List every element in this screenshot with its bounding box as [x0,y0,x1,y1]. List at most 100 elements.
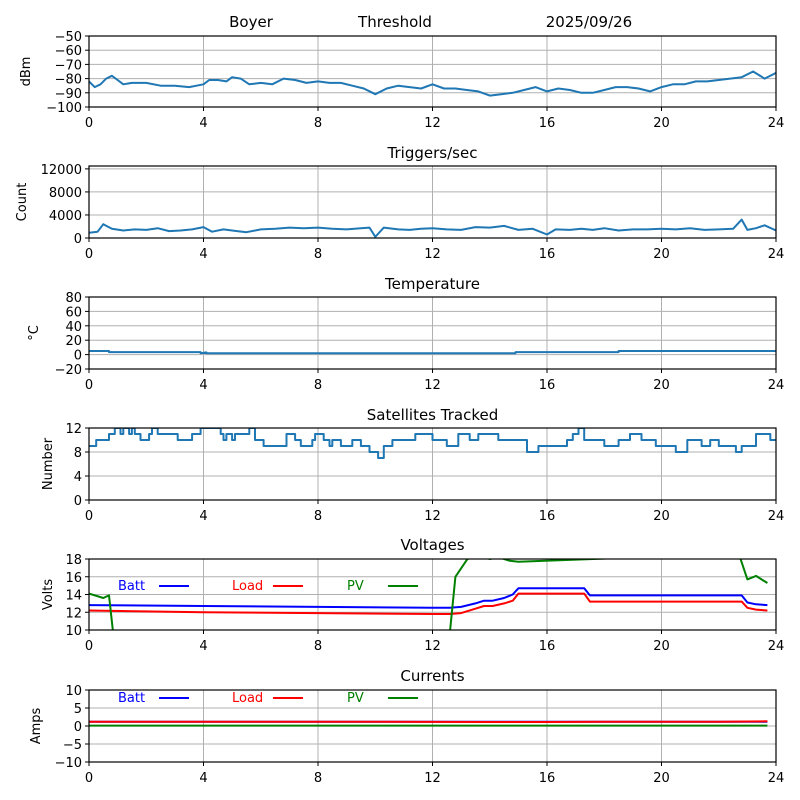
series-line-load [89,592,768,615]
x-tick-label: 0 [85,509,93,524]
y-axis-label: Count [15,183,30,222]
x-tick-label: 4 [199,378,207,393]
panel-voltages: 0 4 8 12 16 20 24 10 12 14 16 18 Volts Voltages Batt Lo… [41,536,784,654]
y-tick-label: 4000 [49,209,82,224]
y-tick-label: 80 [65,291,82,306]
x-tick-label: 24 [768,247,785,262]
x-tick-label: 20 [653,509,670,524]
x-tick-label: 24 [768,116,785,131]
y-axis-label: Amps [29,707,44,744]
x-tick-label: 12 [424,378,441,393]
y-tick-label: 5 [74,702,82,717]
y-tick-label: −90 [55,87,82,102]
y-tick-label: 8 [74,446,82,461]
y-tick-label: 10 [65,624,82,639]
x-tick-label: 4 [199,509,207,524]
y-tick-label: 4 [74,470,82,485]
x-tick-label: 20 [653,639,670,654]
y-tick-label: 12000 [41,163,82,178]
y-axis-label: °C [27,325,42,341]
x-tick-label: 8 [314,771,322,786]
header-mode: Threshold [357,13,432,31]
series-line-batt [89,587,768,609]
x-tick-label: 12 [424,509,441,524]
legend-label-batt: Batt [118,579,145,594]
legend-label-batt: Batt [118,691,145,706]
x-tick-label: 4 [199,771,207,786]
y-tick-label: 40 [65,320,82,335]
y-tick-label: 18 [65,553,82,568]
x-tick-label: 0 [85,639,93,654]
series-line-pv [89,559,768,630]
y-tick-label: −80 [55,73,82,88]
header-date: 2025/09/26 [546,13,632,31]
y-axis-label: Volts [41,579,56,611]
y-tick-label: 12 [65,606,82,621]
x-tick-label: 20 [653,771,670,786]
y-tick-label: 12 [65,422,82,437]
x-tick-label: 8 [314,116,322,131]
y-tick-label: −100 [46,101,82,116]
y-tick-label: 0 [74,720,82,735]
y-tick-label: 14 [65,589,82,604]
x-tick-label: 16 [539,509,556,524]
x-tick-label: 8 [314,639,322,654]
y-tick-label: 20 [65,334,82,349]
x-tick-label: 0 [85,771,93,786]
x-tick-label: 12 [424,771,441,786]
x-tick-label: 12 [424,116,441,131]
y-tick-label: −50 [55,30,82,45]
series-line-satellites [89,428,776,459]
x-tick-label: 12 [424,247,441,262]
x-tick-label: 24 [768,771,785,786]
x-tick-label: 4 [199,639,207,654]
series-line-load [89,720,768,723]
panel-triggers: 0 4 8 12 16 20 24 0 4000 8000 12000 Count Triggers/s… [15,144,784,262]
x-tick-label: 20 [653,247,670,262]
series-line-triggers [89,218,776,238]
panel-currents: 0 4 8 12 16 20 24 −10 −5 0 5 10 Amps Currents Batt Load… [29,667,784,786]
legend-label-load: Load [232,691,263,706]
x-tick-label: 20 [653,378,670,393]
y-tick-label: 8000 [49,186,82,201]
chart-title: Satellites Tracked [367,406,498,424]
y-tick-label: 0 [74,232,82,247]
y-tick-label: −60 [55,44,82,59]
series-line-temperature [89,350,776,355]
x-tick-label: 8 [314,378,322,393]
y-tick-label: 0 [74,494,82,509]
panel-threshold: 0 4 8 12 16 20 24 −100−90−80−70−60−50 dBm [19,30,784,131]
header-station: Boyer [229,13,274,31]
x-tick-label: 16 [539,116,556,131]
y-tick-label: −20 [55,363,82,378]
y-tick-label: −70 [55,58,82,73]
chart-title: Triggers/sec [387,144,478,162]
x-tick-label: 24 [768,509,785,524]
y-tick-label: −5 [63,738,82,753]
chart-title: Currents [400,667,464,685]
y-tick-label: 60 [65,305,82,320]
x-tick-label: 16 [539,378,556,393]
y-tick-label: 16 [65,571,82,586]
y-tick-label: 0 [74,349,82,364]
series-line-threshold [89,70,776,97]
x-tick-label: 20 [653,116,670,131]
legend-label-load: Load [232,579,263,594]
x-tick-label: 0 [85,116,93,131]
y-tick-label: 10 [65,684,82,699]
panel-satellites: 0 4 8 12 16 20 24 0 4 8 12 Number Satellites Tracked [41,406,784,524]
x-tick-label: 24 [768,378,785,393]
y-axis-label: dBm [19,57,34,87]
x-tick-label: 8 [314,247,322,262]
y-axis-label: Number [41,437,56,490]
x-tick-label: 4 [199,247,207,262]
x-tick-label: 0 [85,378,93,393]
chart-title: Voltages [400,536,464,554]
x-tick-label: 0 [85,247,93,262]
x-tick-label: 4 [199,116,207,131]
x-tick-label: 8 [314,509,322,524]
chart-title: Temperature [384,275,480,293]
x-tick-label: 16 [539,247,556,262]
